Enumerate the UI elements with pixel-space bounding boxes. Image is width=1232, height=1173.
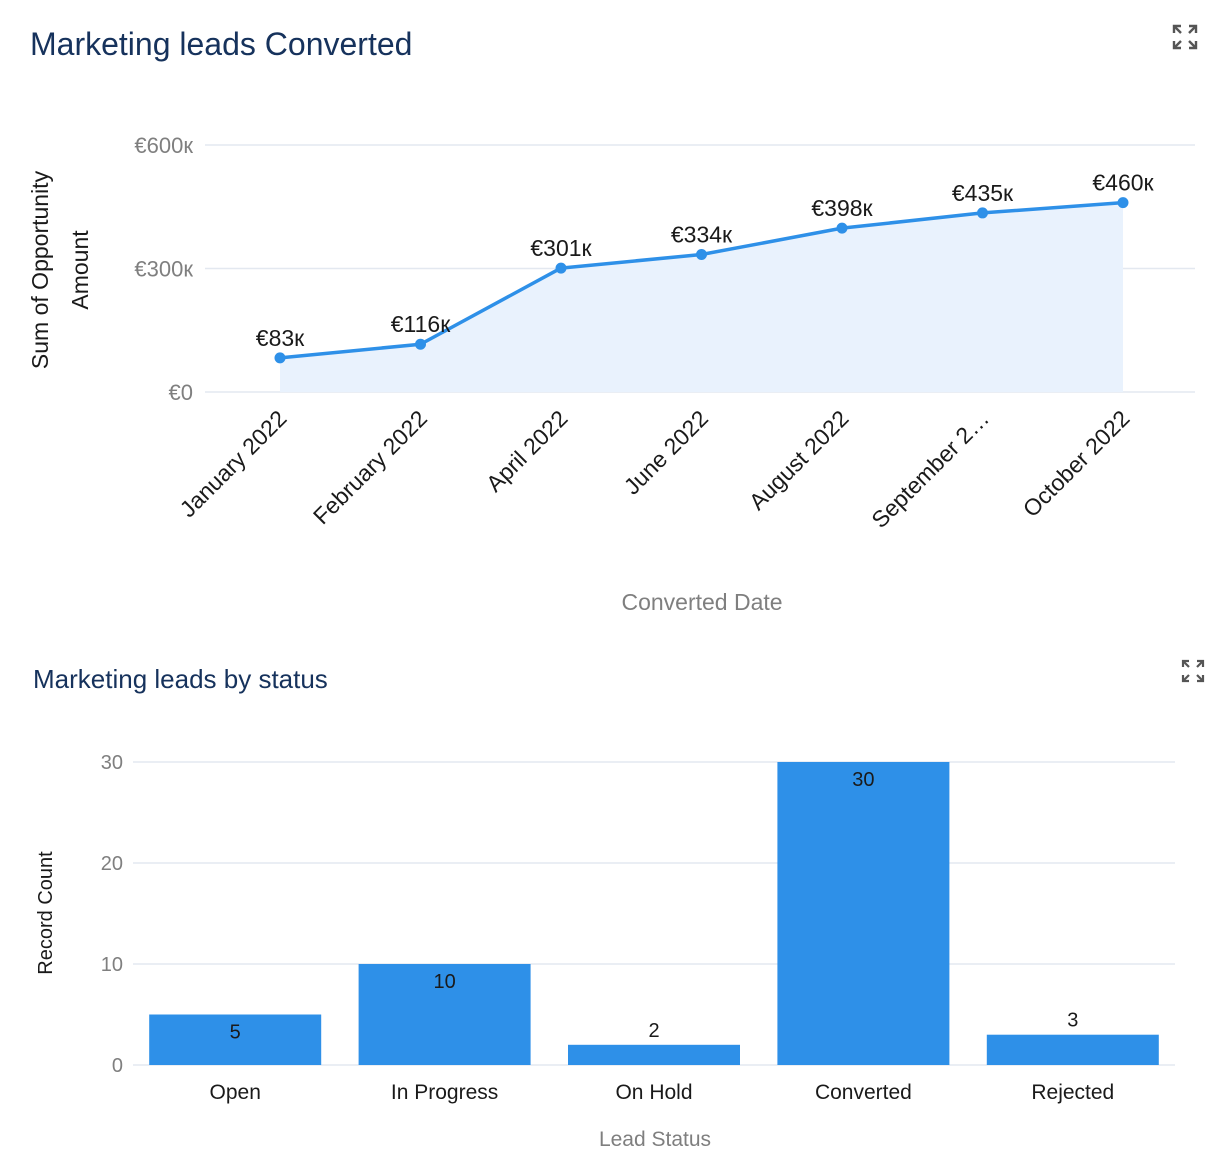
y-tick-label: 30 bbox=[101, 752, 123, 774]
data-label: 2 bbox=[648, 1020, 659, 1042]
data-label: 10 bbox=[433, 971, 455, 993]
y-axis-label: Sum of Opportunity Amount bbox=[27, 170, 93, 369]
expand-icon[interactable] bbox=[1170, 22, 1200, 52]
y-axis-label: Record Count bbox=[35, 851, 57, 975]
line-chart: €0 €300к €600к €83к €116к €301к €334к €398к €435… bbox=[27, 133, 1195, 615]
bar-chart-panel: Marketing leads by status 0 10 20 30 5 Open 10… bbox=[0, 630, 1232, 1173]
y-tick-label: 0 bbox=[112, 1055, 123, 1077]
bar-chart-title: Marketing leads by status bbox=[33, 664, 328, 694]
x-tick-label: June 2022 bbox=[619, 405, 713, 499]
x-tick-label: April 2022 bbox=[481, 405, 573, 497]
data-point bbox=[836, 222, 848, 234]
y-tick-label: €0 bbox=[169, 380, 193, 405]
data-label: 3 bbox=[1067, 1010, 1078, 1032]
x-tick-label: In Progress bbox=[391, 1081, 498, 1104]
data-label: €301к bbox=[530, 235, 592, 261]
data-point bbox=[415, 338, 426, 350]
data-label: €435к bbox=[952, 180, 1014, 206]
line-chart-title: Marketing leads Converted bbox=[30, 26, 413, 62]
y-tick-label: 10 bbox=[101, 954, 123, 976]
data-label: 30 bbox=[852, 769, 874, 791]
x-axis-label: Converted Date bbox=[621, 589, 782, 615]
y-tick-label: 20 bbox=[101, 853, 123, 875]
x-tick-label: August 2022 bbox=[744, 405, 854, 515]
y-tick-label: €300к bbox=[134, 257, 193, 282]
line-chart-panel: Marketing leads Converted €0 €300к €600к €8… bbox=[27, 22, 1200, 615]
data-point bbox=[555, 262, 567, 274]
x-axis-label: Lead Status bbox=[599, 1128, 711, 1151]
bar-chart: 0 10 20 30 5 Open 10 In Progress 2 On Hold 30 Conve… bbox=[35, 752, 1175, 1151]
data-label: €460к bbox=[1092, 170, 1154, 196]
x-tick-label: January 2022 bbox=[175, 405, 292, 522]
bar bbox=[568, 1044, 740, 1065]
bar bbox=[358, 964, 531, 1065]
data-point bbox=[1117, 197, 1129, 209]
data-point bbox=[696, 249, 707, 261]
x-tick-label: February 2022 bbox=[308, 405, 432, 529]
bar bbox=[986, 1034, 1159, 1065]
data-label: €116к bbox=[391, 311, 451, 337]
x-tick-label: Converted bbox=[815, 1081, 912, 1104]
bar bbox=[777, 762, 950, 1065]
x-tick-label: On Hold bbox=[615, 1081, 692, 1104]
series-area bbox=[280, 202, 1123, 392]
x-tick-label: October 2022 bbox=[1018, 405, 1135, 522]
data-point bbox=[274, 352, 286, 364]
data-point bbox=[977, 207, 988, 219]
x-tick-label: Rejected bbox=[1031, 1081, 1114, 1104]
x-tick-label: Open bbox=[210, 1081, 261, 1104]
bar bbox=[149, 1014, 322, 1065]
expand-icon[interactable] bbox=[1180, 658, 1206, 684]
y-tick-label: €600к bbox=[134, 133, 193, 158]
data-label: €398к bbox=[811, 195, 873, 221]
data-label: €334к bbox=[671, 222, 733, 248]
x-tick-label: September 2… bbox=[866, 405, 994, 533]
data-label: €83к bbox=[256, 325, 305, 351]
data-label: 5 bbox=[230, 1022, 241, 1044]
